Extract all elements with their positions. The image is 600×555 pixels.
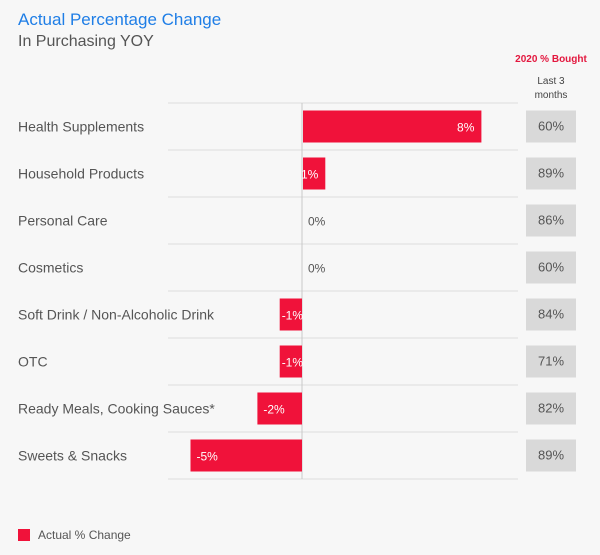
data-label: 0%	[308, 262, 326, 276]
bought-box	[526, 392, 576, 425]
legend-label: Actual % Change	[38, 528, 131, 542]
bar	[303, 110, 482, 143]
category-label: Cosmetics	[18, 260, 83, 276]
chart-title: Actual Percentage Change	[18, 10, 222, 29]
bar	[190, 439, 302, 472]
bar-chart: Health Supplements 8% 60% Household Product…	[18, 102, 576, 480]
bought-value: 89%	[538, 448, 564, 463]
bought-value: 60%	[538, 260, 564, 275]
data-label: 0%	[308, 215, 326, 229]
bar	[279, 298, 302, 331]
category-label: Household Products	[18, 166, 144, 182]
bought-box	[526, 439, 576, 472]
category-label: Personal Care	[18, 213, 108, 229]
category-label: Health Supplements	[18, 119, 144, 135]
bought-box	[526, 157, 576, 190]
data-label: -2%	[263, 403, 285, 417]
data-label: 8%	[457, 121, 475, 135]
category-label: Soft Drink / Non-Alcoholic Drink	[18, 307, 215, 323]
bought-value: 84%	[538, 307, 564, 322]
legend-swatch	[18, 529, 30, 541]
bar	[303, 157, 326, 190]
bought-value: 60%	[538, 119, 564, 134]
bought-box	[526, 345, 576, 378]
bought-column-subtitle: Last 3 months	[534, 76, 568, 101]
category-label: Ready Meals, Cooking Sauces*	[18, 401, 215, 417]
data-label: -5%	[197, 450, 219, 464]
category-label: Sweets & Snacks	[18, 448, 127, 464]
legend: Actual % Change	[18, 528, 131, 542]
category-label: OTC	[18, 354, 48, 370]
bought-column-title: 2020 % Bought	[515, 54, 587, 65]
data-label: -1%	[282, 356, 304, 370]
bought-value: 86%	[538, 213, 564, 228]
bought-box	[526, 110, 576, 143]
bought-value: 71%	[538, 354, 564, 369]
data-label: 1%	[301, 168, 319, 182]
bar	[257, 392, 302, 425]
bought-value: 82%	[538, 401, 564, 416]
bought-box	[526, 251, 576, 284]
bought-value: 89%	[538, 166, 564, 181]
bought-box	[526, 298, 576, 331]
bar	[279, 345, 302, 378]
data-label: -1%	[282, 309, 304, 323]
chart-subtitle: In Purchasing YOY	[18, 33, 154, 50]
bought-box	[526, 204, 576, 237]
